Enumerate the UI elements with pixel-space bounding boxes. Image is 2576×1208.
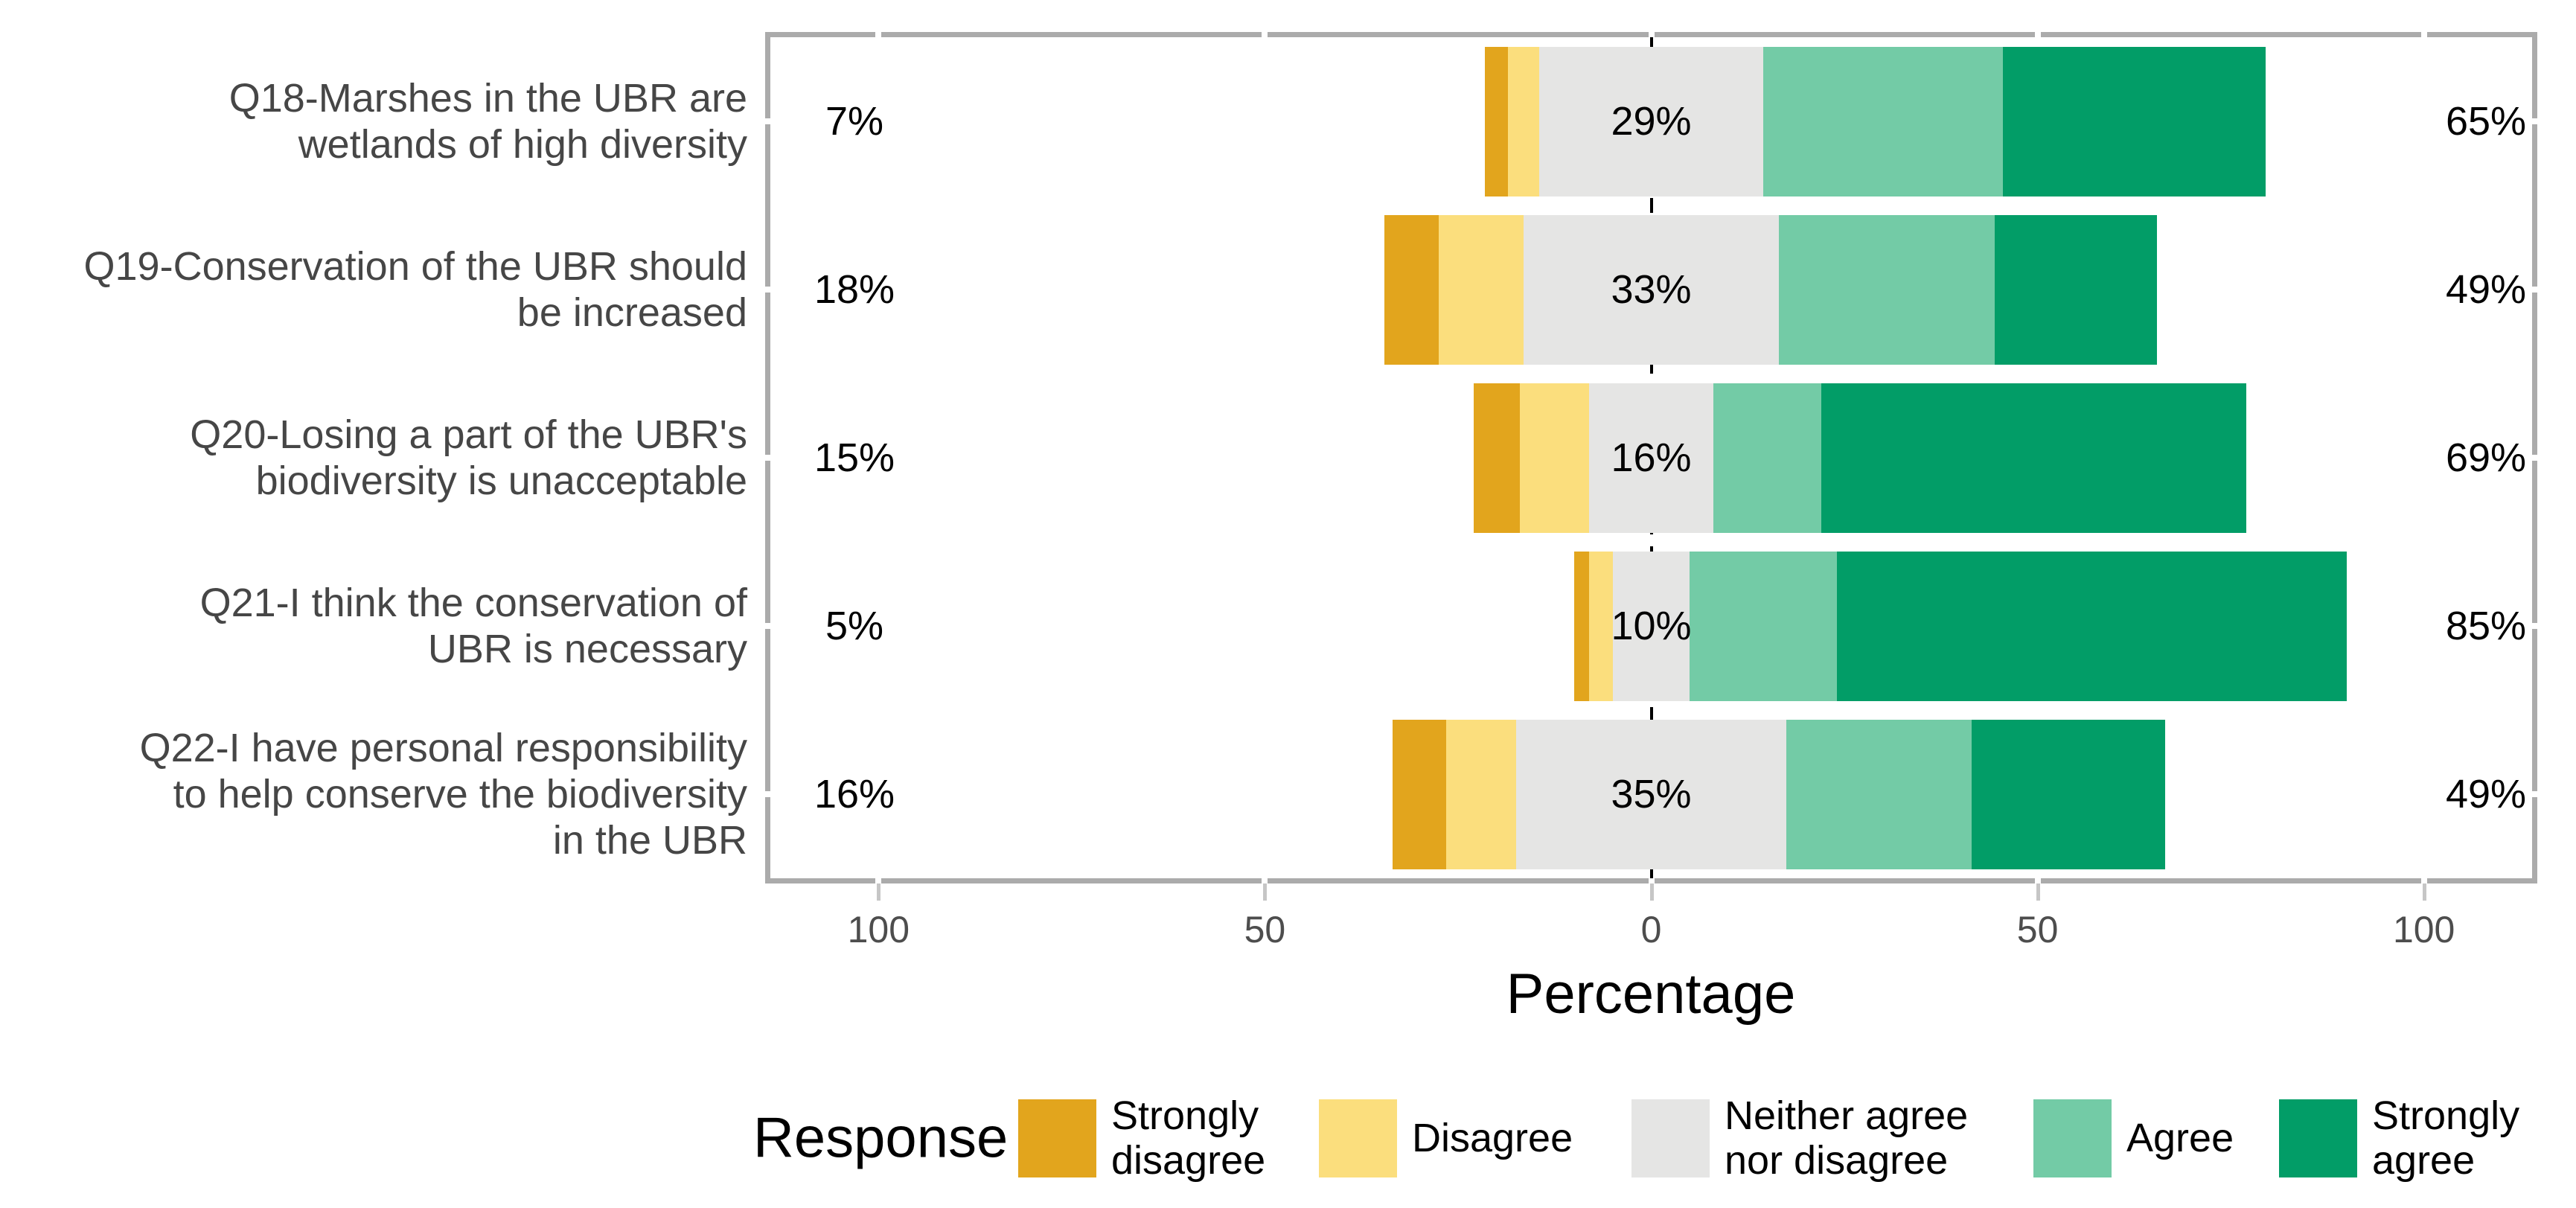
bar-q18-agree xyxy=(1763,46,2003,196)
bar-q21-strongly_disagree xyxy=(1573,551,1590,701)
bar-q18-neither xyxy=(1538,46,1764,196)
pct-center-q21: 10% xyxy=(1611,604,1692,648)
bar-q20-strongly_disagree xyxy=(1473,383,1520,533)
bar-q19-neither xyxy=(1524,214,1779,365)
legend-swatch-strongly_agree xyxy=(2279,1099,2357,1177)
notch-bottom xyxy=(1262,878,1268,883)
pct-right-q22: 49% xyxy=(2445,772,2527,816)
bar-q21-agree xyxy=(1690,551,1837,701)
question-label-q21: Q21-I think the conservation of UBR is ne… xyxy=(199,581,747,671)
notch-top xyxy=(1262,32,1268,37)
legend-label-strongly_agree: Strongly agree xyxy=(2372,1093,2520,1183)
bar-q22-agree xyxy=(1786,719,1972,869)
legend-label-strongly_disagree: Strongly disagree xyxy=(1111,1093,1266,1183)
bar-q22-neither xyxy=(1515,719,1787,869)
x-tick-mark xyxy=(2422,883,2426,901)
x-tick-label: 100 xyxy=(847,909,910,950)
pct-left-q19: 18% xyxy=(814,267,895,312)
bar-q18-strongly_disagree xyxy=(1485,46,1509,196)
pct-center-q22: 35% xyxy=(1611,772,1692,816)
notch-right xyxy=(2532,623,2537,629)
chart-panel: 7% 29% 65% 18% 33% 49% 15% 16% 69% 5% 10% 85% 16% 35%… xyxy=(765,32,2537,883)
x-tick-label: 0 xyxy=(1640,909,1662,950)
pct-left-q20: 15% xyxy=(814,435,895,480)
legend-swatch-agree xyxy=(2033,1099,2112,1177)
bar-q21-disagree xyxy=(1589,551,1613,701)
bar-q20-agree xyxy=(1713,383,1821,533)
notch-top xyxy=(2034,32,2041,37)
pct-left-q21: 5% xyxy=(825,604,884,648)
bar-q22-strongly_agree xyxy=(1972,719,2165,869)
notch-left xyxy=(765,791,770,797)
x-tick-mark xyxy=(877,883,881,901)
bar-q20-disagree xyxy=(1520,383,1590,533)
notch-left xyxy=(765,118,770,124)
bar-q19-disagree xyxy=(1439,214,1524,365)
notch-top xyxy=(1648,32,1655,37)
legend-swatch-neither xyxy=(1631,1099,1710,1177)
legend-swatch-strongly_disagree xyxy=(1018,1099,1096,1177)
bar-q22-strongly_disagree xyxy=(1392,719,1447,869)
question-label-q20: Q20-Losing a part of the UBR's biodiversi… xyxy=(190,412,747,503)
x-tick-mark xyxy=(2036,883,2040,901)
bar-q20-strongly_agree xyxy=(1821,383,2246,533)
notch-right xyxy=(2532,287,2537,293)
bar-q18-strongly_agree xyxy=(2002,46,2266,196)
pct-right-q19: 49% xyxy=(2445,267,2527,312)
notch-left xyxy=(765,455,770,461)
notch-left xyxy=(765,287,770,293)
legend-label-neither: Neither agree nor disagree xyxy=(1725,1093,1969,1183)
bar-q21-strongly_agree xyxy=(1836,551,2347,701)
notch-bottom xyxy=(2420,878,2427,883)
bar-q19-agree xyxy=(1778,214,1995,365)
notch-left xyxy=(765,623,770,629)
pct-center-q19: 33% xyxy=(1611,267,1692,312)
bar-q21-neither xyxy=(1612,551,1690,701)
bar-q22-disagree xyxy=(1446,719,1516,869)
x-tick-label: 100 xyxy=(2392,909,2455,950)
x-tick-label: 50 xyxy=(1244,909,1286,950)
question-label-q22: Q22-I have personal responsibility to hel… xyxy=(139,726,747,863)
x-tick-label: 50 xyxy=(2016,909,2059,950)
notch-bottom xyxy=(2034,878,2041,883)
pct-left-q18: 7% xyxy=(825,99,884,144)
x-tick-mark xyxy=(1263,883,1268,901)
notch-right xyxy=(2532,455,2537,461)
pct-right-q21: 85% xyxy=(2445,604,2527,648)
notch-bottom xyxy=(1648,878,1655,883)
notch-right xyxy=(2532,791,2537,797)
question-label-q19: Q19-Conservation of the UBR should be inc… xyxy=(83,244,747,335)
x-axis-title: Percentage xyxy=(1506,962,1796,1026)
bar-q19-strongly_agree xyxy=(1995,214,2158,365)
notch-top xyxy=(875,32,882,37)
notch-top xyxy=(2420,32,2427,37)
bar-q19-strongly_disagree xyxy=(1384,214,1439,365)
pct-center-q20: 16% xyxy=(1611,435,1692,480)
question-label-q18: Q18-Marshes in the UBR are wetlands of hi… xyxy=(228,76,747,167)
legend-swatch-disagree xyxy=(1319,1099,1397,1177)
pct-center-q18: 29% xyxy=(1611,99,1692,144)
pct-right-q18: 65% xyxy=(2445,99,2527,144)
x-tick-mark xyxy=(1649,883,1654,901)
pct-left-q22: 16% xyxy=(814,772,895,816)
bar-q18-disagree xyxy=(1508,46,1539,196)
notch-bottom xyxy=(875,878,882,883)
legend-title: Response xyxy=(753,1106,1009,1170)
legend-label-disagree: Disagree xyxy=(1412,1116,1573,1160)
notch-right xyxy=(2532,118,2537,124)
bar-q20-neither xyxy=(1589,383,1713,533)
legend-label-agree: Agree xyxy=(2126,1116,2234,1160)
pct-right-q20: 69% xyxy=(2445,435,2527,480)
